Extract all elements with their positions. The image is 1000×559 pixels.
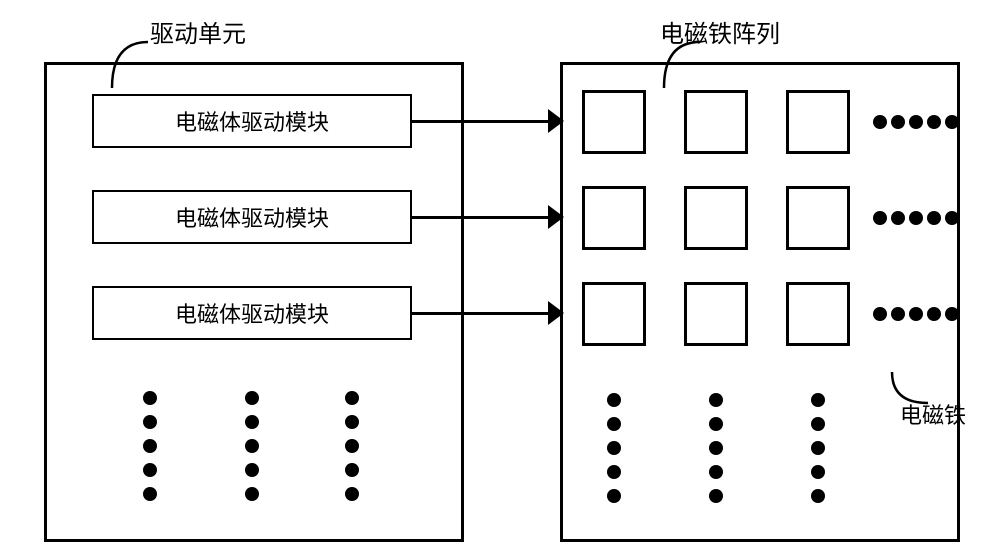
ellipsis-dot — [891, 211, 905, 225]
ellipsis-dot — [811, 441, 825, 455]
ellipsis-dot — [891, 307, 905, 321]
driver-module: 电磁体驱动模块 — [92, 190, 412, 244]
ellipsis-dot — [709, 489, 723, 503]
arrow-line — [412, 312, 548, 315]
ellipsis-dot — [811, 489, 825, 503]
ellipsis-dot — [709, 465, 723, 479]
ellipsis-dot — [811, 417, 825, 431]
electromagnet-cell — [786, 282, 850, 346]
ellipsis-dot — [909, 115, 923, 129]
ellipsis-dot — [245, 391, 259, 405]
ellipsis-dot — [245, 439, 259, 453]
electromagnet-cell — [684, 282, 748, 346]
ellipsis-dot — [607, 393, 621, 407]
ellipsis-dot — [811, 393, 825, 407]
ellipsis-dot — [909, 211, 923, 225]
ellipsis-dot — [245, 487, 259, 501]
ellipsis-dot — [607, 489, 621, 503]
electromagnet-cell — [582, 186, 646, 250]
electromagnet-cell — [684, 186, 748, 250]
ellipsis-dot — [811, 465, 825, 479]
electromagnet-cell — [582, 282, 646, 346]
ellipsis-dot — [345, 439, 359, 453]
ellipsis-dot — [909, 307, 923, 321]
ellipsis-dot — [873, 115, 887, 129]
ellipsis-dot — [709, 393, 723, 407]
arrow-head-icon — [548, 205, 564, 229]
ellipsis-dot — [873, 307, 887, 321]
arrow-head-icon — [548, 109, 564, 133]
ellipsis-dot — [945, 115, 959, 129]
ellipsis-dot — [709, 417, 723, 431]
ellipsis-dot — [245, 415, 259, 429]
ellipsis-dot — [143, 463, 157, 477]
arrow-line — [412, 120, 548, 123]
diagram-canvas: 驱动单元电磁铁阵列电磁铁电磁体驱动模块电磁体驱动模块电磁体驱动模块 — [0, 0, 1000, 559]
ellipsis-dot — [709, 441, 723, 455]
ellipsis-dot — [345, 391, 359, 405]
ellipsis-dot — [945, 307, 959, 321]
drive-unit-title: 驱动单元 — [150, 14, 246, 49]
driver-module: 电磁体驱动模块 — [92, 94, 412, 148]
driver-module: 电磁体驱动模块 — [92, 286, 412, 340]
ellipsis-dot — [143, 415, 157, 429]
electromagnet-cell — [684, 90, 748, 154]
ellipsis-dot — [927, 307, 941, 321]
ellipsis-dot — [891, 115, 905, 129]
ellipsis-dot — [345, 487, 359, 501]
ellipsis-dot — [345, 463, 359, 477]
ellipsis-dot — [927, 115, 941, 129]
electromagnet-cell — [786, 186, 850, 250]
ellipsis-dot — [143, 391, 157, 405]
ellipsis-dot — [873, 211, 887, 225]
arrow-head-icon — [548, 301, 564, 325]
ellipsis-dot — [607, 417, 621, 431]
leader-curve-small — [890, 370, 930, 405]
leader-curve-right — [662, 40, 702, 90]
electromagnet-cell — [582, 90, 646, 154]
leader-curve-left — [110, 40, 150, 90]
ellipsis-dot — [607, 465, 621, 479]
ellipsis-dot — [143, 439, 157, 453]
ellipsis-dot — [927, 211, 941, 225]
ellipsis-dot — [607, 441, 621, 455]
ellipsis-dot — [245, 463, 259, 477]
electromagnet-cell — [786, 90, 850, 154]
ellipsis-dot — [945, 211, 959, 225]
ellipsis-dot — [143, 487, 157, 501]
arrow-line — [412, 216, 548, 219]
ellipsis-dot — [345, 415, 359, 429]
